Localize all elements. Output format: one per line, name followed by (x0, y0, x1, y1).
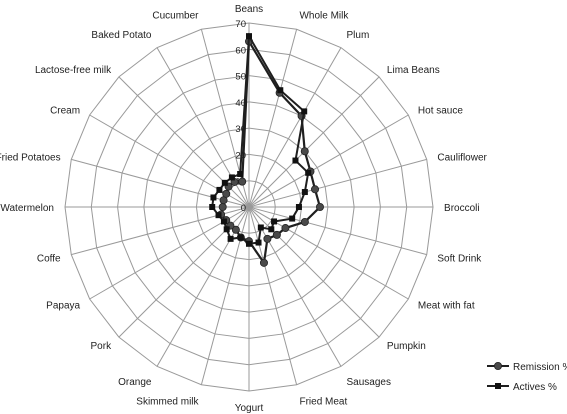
tick-label: 30 (235, 124, 246, 135)
category-label: Orange (118, 377, 152, 388)
grid-spoke (248, 206, 298, 385)
grid-spoke (248, 158, 427, 208)
data-point (237, 170, 244, 177)
data-point (210, 194, 217, 201)
category-label: Sausages (347, 377, 391, 388)
data-point (227, 235, 234, 242)
data-point (300, 217, 309, 226)
data-point (259, 258, 268, 267)
grid-spoke (200, 29, 250, 208)
grid-spoke (248, 206, 342, 367)
category-label: Cauliflower (437, 153, 487, 164)
data-point (268, 226, 275, 233)
data-point (305, 169, 312, 176)
legend-marker (493, 361, 502, 370)
grid-spoke (71, 158, 250, 208)
legend: Remission % Actives % (487, 361, 567, 393)
data-point (292, 157, 299, 164)
category-label: Cucumber (152, 11, 199, 22)
legend-label: Actives % (513, 382, 557, 393)
legend-marker (495, 383, 501, 389)
grid-spoke (248, 29, 298, 208)
category-label: Meat with fat (418, 301, 475, 312)
category-label: Lactose-free milk (35, 65, 112, 76)
data-point (300, 147, 309, 156)
data-point (272, 230, 281, 239)
data-point (295, 204, 302, 210)
data-point (246, 240, 252, 247)
grid-spoke (248, 76, 380, 208)
data-point (263, 234, 272, 243)
grid-spoke (248, 206, 427, 256)
data-point (315, 202, 324, 211)
data-point (237, 234, 244, 241)
data-point (220, 218, 227, 225)
category-label: Baked Potato (91, 30, 151, 41)
category-label: Soft Drink (437, 253, 482, 264)
data-point (218, 202, 227, 211)
grid-spoke (89, 114, 250, 208)
category-label: Pumpkin (387, 341, 426, 352)
data-point (257, 224, 264, 231)
category-label: Whole Milk (299, 11, 349, 22)
data-point (301, 189, 308, 196)
category-label: Cream (50, 105, 80, 116)
data-point (209, 204, 216, 210)
data-point (271, 218, 278, 225)
data-point (246, 33, 252, 40)
series-actives (209, 32, 312, 247)
data-point (228, 174, 235, 181)
category-label: Lima Beans (387, 65, 440, 76)
grid-spoke (248, 47, 342, 208)
data-point (255, 239, 262, 246)
tick-label: 0 (241, 203, 246, 214)
data-point (281, 224, 290, 233)
category-label: Fried Meat (299, 396, 347, 407)
data-point (277, 87, 284, 94)
category-label: Fried Potatoes (0, 153, 61, 164)
data-point (221, 179, 228, 186)
data-point (231, 225, 240, 234)
category-label: Papaya (46, 301, 80, 312)
data-point (216, 186, 223, 193)
category-label: Hot sauce (418, 105, 463, 116)
data-point (301, 108, 308, 115)
data-point (223, 226, 230, 233)
data-point (289, 215, 296, 222)
category-label: Watermelon (0, 203, 54, 214)
category-label: Pork (91, 341, 113, 352)
grid-spoke (156, 206, 250, 367)
tick-label: 70 (235, 19, 246, 30)
data-point (238, 177, 247, 186)
data-point (311, 185, 320, 194)
category-label: Broccoli (444, 203, 480, 214)
radar-grid (64, 22, 434, 392)
category-label: Plum (347, 30, 370, 41)
grid-spoke (248, 114, 409, 208)
tick-label: 50 (235, 72, 246, 83)
category-label: Skimmed milk (136, 396, 199, 407)
tick-label: 60 (235, 45, 246, 56)
category-label: Coffe (37, 253, 61, 264)
data-point (215, 212, 222, 219)
data-point (222, 189, 231, 198)
legend-label: Remission % (513, 362, 567, 373)
category-label: Beans (235, 4, 263, 15)
category-label: Yogurt (235, 403, 264, 414)
tick-label: 40 (235, 98, 246, 109)
